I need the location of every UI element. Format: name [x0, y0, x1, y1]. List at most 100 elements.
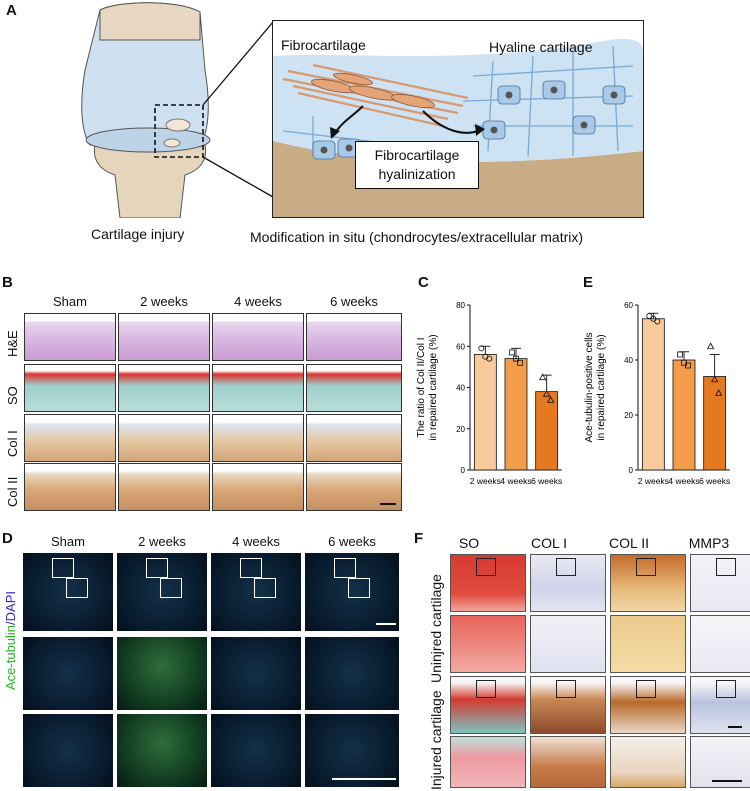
b-col-4w: 4 weeks: [234, 294, 282, 309]
b-tile-col2-2: [212, 463, 304, 511]
e-xtick-label-2: 6 weeks: [699, 476, 730, 486]
f-scale-bar-bottom: [712, 780, 742, 782]
d-side-label-blue: /DAPI: [3, 590, 18, 625]
injury-dashed-box: [154, 104, 204, 158]
f-tile-r0-c1: [530, 554, 606, 612]
e-point: [685, 362, 691, 369]
b-tile-so-0: [24, 364, 116, 412]
d-tile-r1-c3: [304, 636, 400, 711]
f-tile-r0-c2: [610, 554, 686, 612]
f-tile-r1-c2: [610, 615, 686, 673]
panel-label-c: C: [418, 274, 429, 291]
c-point: [478, 345, 485, 352]
c-bar-1: [504, 358, 528, 471]
d-col-sham: Sham: [51, 534, 85, 549]
c-bar-2: [535, 391, 559, 471]
e-bar-0: [641, 318, 665, 471]
e-point: [677, 351, 683, 358]
panel-label-e: E: [583, 274, 594, 291]
d-tile-r1-c1: [116, 636, 208, 711]
caption-cartilage-injury: Cartilage injury: [91, 226, 185, 242]
d-inset-box: [240, 558, 262, 578]
b-col-sham: Sham: [53, 294, 87, 309]
hyalinization-line2: hyalinization: [378, 166, 456, 182]
d-inset-box: [348, 578, 370, 598]
c-ytick-label: 80: [456, 301, 465, 310]
d-col-6w: 6 weeks: [328, 534, 376, 549]
f-tile-r1-c3: [690, 615, 750, 673]
c-ylabel: The ratio of Col II/Col Iin repaired car…: [416, 334, 439, 440]
b-row-col1: Col I: [5, 430, 20, 457]
f-inset-box: [716, 558, 736, 576]
d-tile-r1-c0: [22, 636, 114, 711]
d-col-2w: 2 weeks: [138, 534, 186, 549]
zoom-connector-lines: [202, 21, 274, 198]
e-point: [646, 312, 653, 319]
c-xtick-label-0: 2 weeks: [470, 476, 501, 486]
b-tile-col2-1: [118, 463, 210, 511]
f-tile-r3-c0: [450, 736, 526, 788]
b-tile-he-2: [212, 313, 304, 361]
d-scale-bar-bottom: [332, 778, 396, 780]
d-inset-box: [334, 558, 356, 578]
c-point: [538, 373, 547, 381]
c-point: [509, 349, 515, 356]
e-ytick-label: 60: [624, 301, 633, 310]
f-inset-box: [636, 558, 656, 576]
d-tile-r1-c2: [210, 636, 302, 711]
b-col-6w: 6 weeks: [330, 294, 378, 309]
b-tile-col1-0: [24, 414, 116, 462]
f-tile-r2-c0: [450, 676, 526, 734]
b-row-col2: Col II: [5, 476, 20, 507]
d-side-label-green: Ace-tubulin: [3, 624, 18, 690]
e-point: [650, 315, 657, 322]
chart-c: The ratio of Col II/Col Iin repaired car…: [416, 301, 562, 486]
f-tile-r0-c3: [690, 554, 750, 612]
c-ytick-label: 60: [456, 342, 465, 351]
e-bar-1: [672, 359, 696, 471]
zoom-panel: Fibrocartilage Hyaline cartilage Fibroca…: [272, 20, 644, 218]
c-xtick-label-2: 6 weeks: [531, 476, 562, 486]
f-tile-r3-c1: [530, 736, 606, 788]
f-tile-r2-c1: [530, 676, 606, 734]
d-inset-box: [254, 578, 276, 598]
e-ytick-label: 20: [624, 411, 633, 420]
chart-e: Ace-tubulin-positive cellsin repaired ca…: [584, 301, 730, 486]
panel-label-b: B: [2, 274, 13, 291]
f-tile-r3-c3: [690, 736, 750, 788]
c-ytick-label: 40: [456, 384, 465, 393]
b-tile-he-3: [306, 313, 402, 361]
b-tile-so-1: [118, 364, 210, 412]
knee-illustration: [81, 2, 211, 218]
c-xtick-label-1: 4 weeks: [500, 476, 531, 486]
f-col-so: SO: [458, 535, 480, 551]
d-col-4w: 4 weeks: [232, 534, 280, 549]
e-bar-2: [703, 376, 727, 471]
d-scale-bar-top: [376, 623, 396, 625]
e-point: [714, 389, 723, 396]
e-ytick-label: 0: [629, 466, 634, 475]
c-point: [517, 359, 523, 366]
c-point: [513, 355, 519, 362]
d-tile-r0-c1: [116, 552, 208, 632]
hyalinization-box: Fibrocartilage hyalinization: [355, 141, 479, 189]
c-ytick-label: 20: [456, 425, 465, 434]
b-tile-he-1: [118, 313, 210, 361]
f-inset-box: [556, 558, 576, 576]
c-bar-0: [473, 354, 497, 471]
d-tile-r0-c2: [210, 552, 302, 632]
f-tile-r2-c3: [690, 676, 750, 734]
b-tile-so-3: [306, 364, 402, 412]
f-inset-box: [476, 558, 496, 576]
label-fibrocartilage: Fibrocartilage: [281, 37, 366, 53]
e-point: [706, 342, 715, 350]
f-tile-r3-c2: [610, 736, 686, 788]
f-inset-box: [636, 680, 656, 698]
f-scale-bar: [728, 726, 742, 728]
d-tile-r0-c3: [304, 552, 400, 632]
f-col-col1: COL I: [530, 535, 568, 551]
d-tile-r2-c2: [210, 713, 302, 788]
d-tile-r2-c0: [22, 713, 114, 788]
hyalinization-line1: Fibrocartilage: [374, 147, 460, 163]
d-tile-r2-c1: [116, 713, 208, 788]
